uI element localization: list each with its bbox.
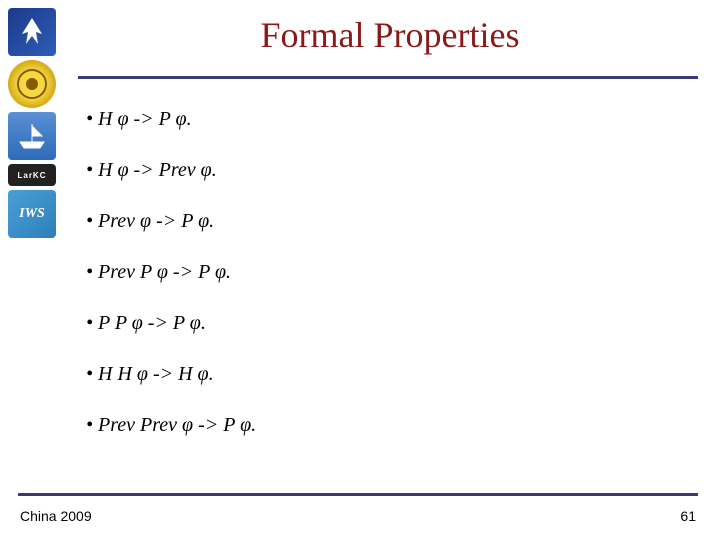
page-number: 61 <box>680 508 696 524</box>
divider-top <box>78 76 698 79</box>
seal-logo-icon <box>8 60 56 108</box>
bullet-item: • H φ -> Prev φ. <box>86 159 680 182</box>
bullet-item: • H φ -> P φ. <box>86 108 680 131</box>
divider-bottom <box>18 493 698 496</box>
larkc-logo-icon: LarKC <box>8 164 56 186</box>
bullet-item: • H H φ -> H φ. <box>86 363 680 386</box>
iws-logo-icon: IWS <box>8 190 56 238</box>
bullet-item: • Prev φ -> P φ. <box>86 210 680 233</box>
page-title: Formal Properties <box>0 14 720 56</box>
bullet-list: • H φ -> P φ. • H φ -> Prev φ. • Prev φ … <box>86 108 680 465</box>
ship-logo-icon <box>8 112 56 160</box>
bullet-item: • Prev P φ -> P φ. <box>86 261 680 284</box>
bullet-item: • Prev Prev φ -> P φ. <box>86 414 680 437</box>
bullet-item: • P P φ -> P φ. <box>86 312 680 335</box>
footer-left-text: China 2009 <box>20 508 92 524</box>
